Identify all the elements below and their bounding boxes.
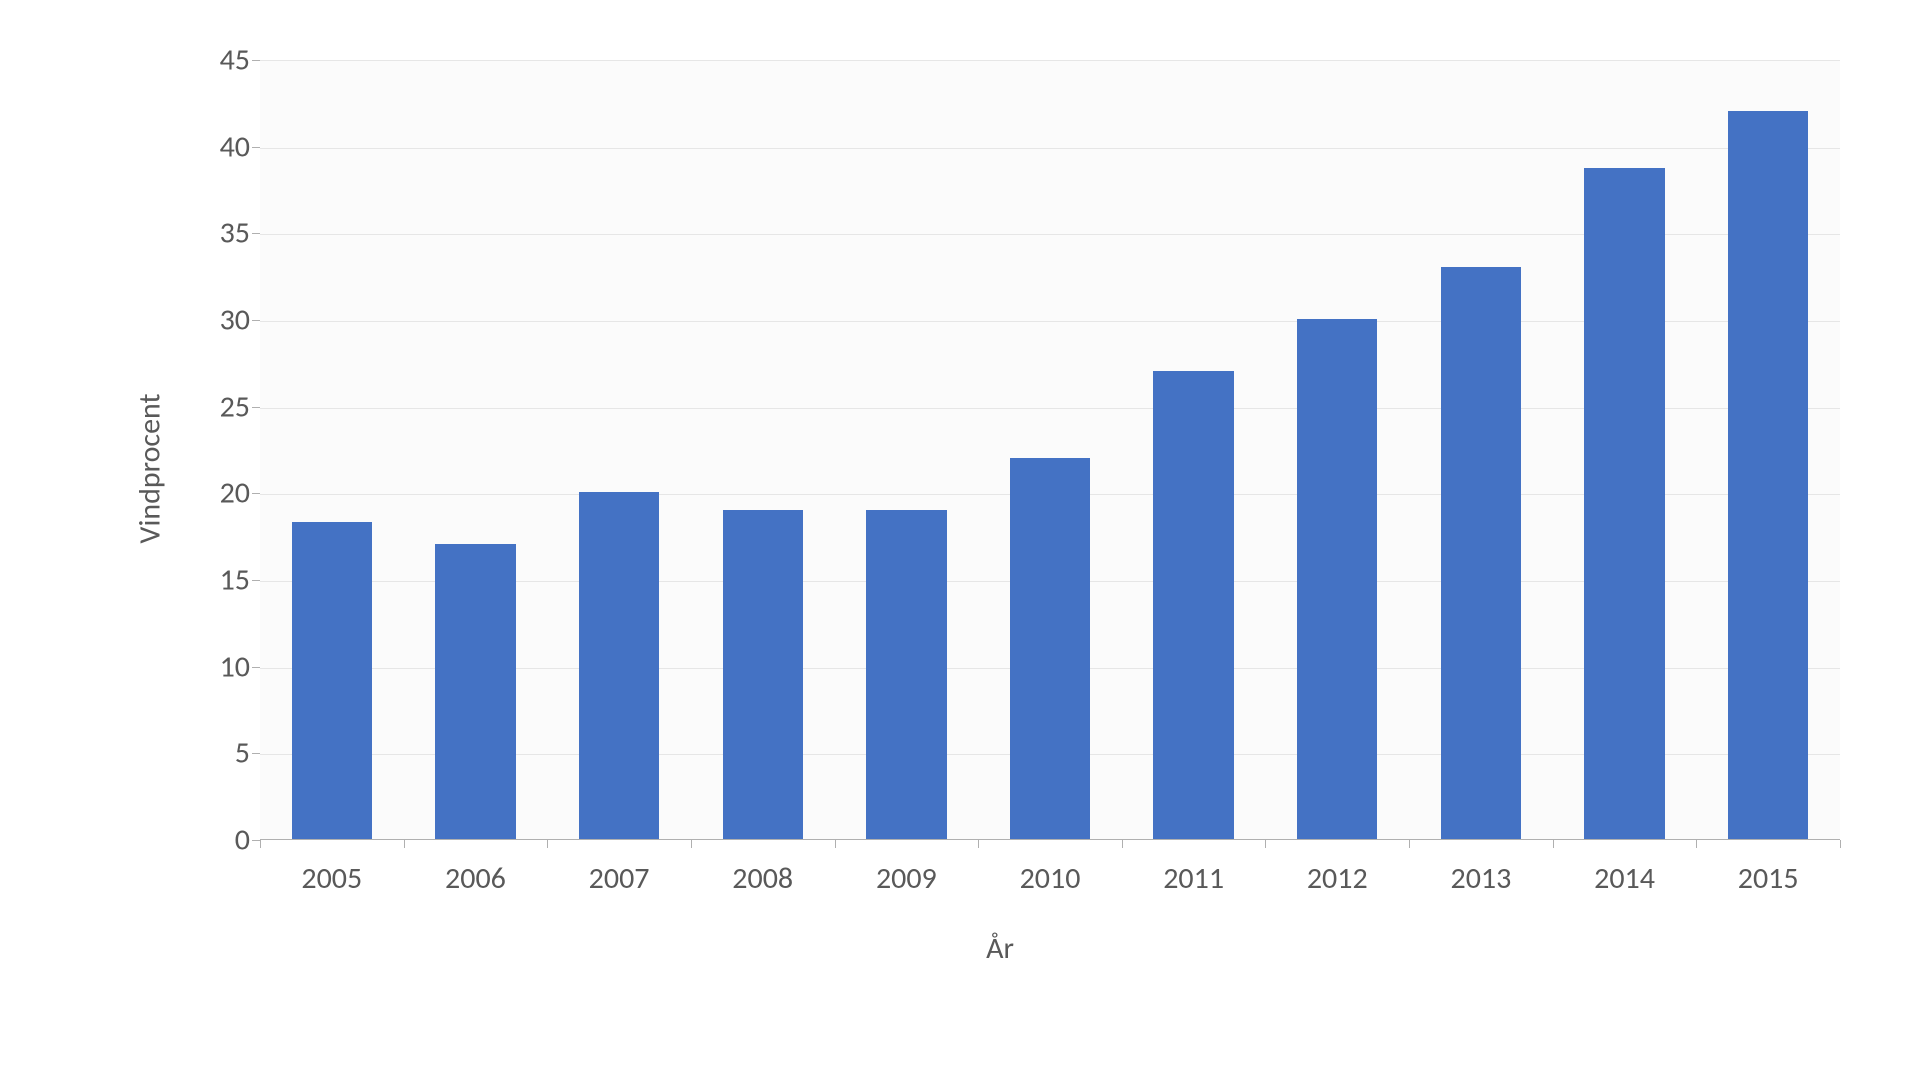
y-tick-label: 10 <box>195 648 250 685</box>
y-tick-mark <box>252 840 260 841</box>
x-tick-mark <box>1265 840 1266 848</box>
y-tick-label: 15 <box>195 562 250 599</box>
x-tick-mark <box>547 840 548 848</box>
y-tick-label: 0 <box>195 822 250 859</box>
y-tick-mark <box>252 147 260 148</box>
bar <box>579 492 659 839</box>
y-tick-mark <box>252 753 260 754</box>
x-tick-mark <box>1696 840 1697 848</box>
bar <box>866 510 946 839</box>
x-tick-mark <box>260 840 261 848</box>
y-tick-mark <box>252 407 260 408</box>
x-tick-label: 2011 <box>1163 860 1224 897</box>
x-tick-label: 2014 <box>1594 860 1655 897</box>
bar <box>1728 111 1808 839</box>
y-tick-label: 35 <box>195 215 250 252</box>
x-tick-mark <box>1122 840 1123 848</box>
y-tick-label: 5 <box>195 735 250 772</box>
bar <box>1010 458 1090 839</box>
x-tick-label: 2006 <box>445 860 506 897</box>
y-axis-title: Vindprocent <box>132 393 169 543</box>
y-tick-label: 30 <box>195 302 250 339</box>
x-tick-mark <box>978 840 979 848</box>
x-tick-mark <box>1840 840 1841 848</box>
y-tick-label: 40 <box>195 128 250 165</box>
gridline <box>260 148 1840 149</box>
y-tick-label: 20 <box>195 475 250 512</box>
x-tick-mark <box>404 840 405 848</box>
x-tick-mark <box>1553 840 1554 848</box>
y-tick-mark <box>252 320 260 321</box>
y-tick-label: 45 <box>195 42 250 79</box>
x-tick-label: 2008 <box>732 860 793 897</box>
x-tick-label: 2010 <box>1020 860 1081 897</box>
plot-area <box>260 60 1840 840</box>
x-tick-label: 2007 <box>589 860 650 897</box>
x-tick-label: 2015 <box>1738 860 1799 897</box>
bar <box>435 544 515 839</box>
x-tick-label: 2012 <box>1307 860 1368 897</box>
x-tick-label: 2013 <box>1450 860 1511 897</box>
bar <box>1584 168 1664 839</box>
bar <box>1297 319 1377 839</box>
x-tick-label: 2005 <box>301 860 362 897</box>
y-tick-mark <box>252 580 260 581</box>
x-axis-title: År <box>986 930 1014 967</box>
bar <box>292 522 372 839</box>
bar <box>1153 371 1233 839</box>
x-tick-mark <box>1409 840 1410 848</box>
x-tick-label: 2009 <box>876 860 937 897</box>
bar <box>723 510 803 839</box>
y-tick-mark <box>252 233 260 234</box>
x-tick-mark <box>835 840 836 848</box>
y-tick-mark <box>252 493 260 494</box>
y-tick-mark <box>252 667 260 668</box>
chart-container: Vindprocent 0 5 10 15 20 25 30 35 40 45 2005 2006 2… <box>120 40 1880 1000</box>
y-tick-mark <box>252 60 260 61</box>
x-tick-mark <box>691 840 692 848</box>
bar <box>1441 267 1521 839</box>
y-tick-label: 25 <box>195 388 250 425</box>
